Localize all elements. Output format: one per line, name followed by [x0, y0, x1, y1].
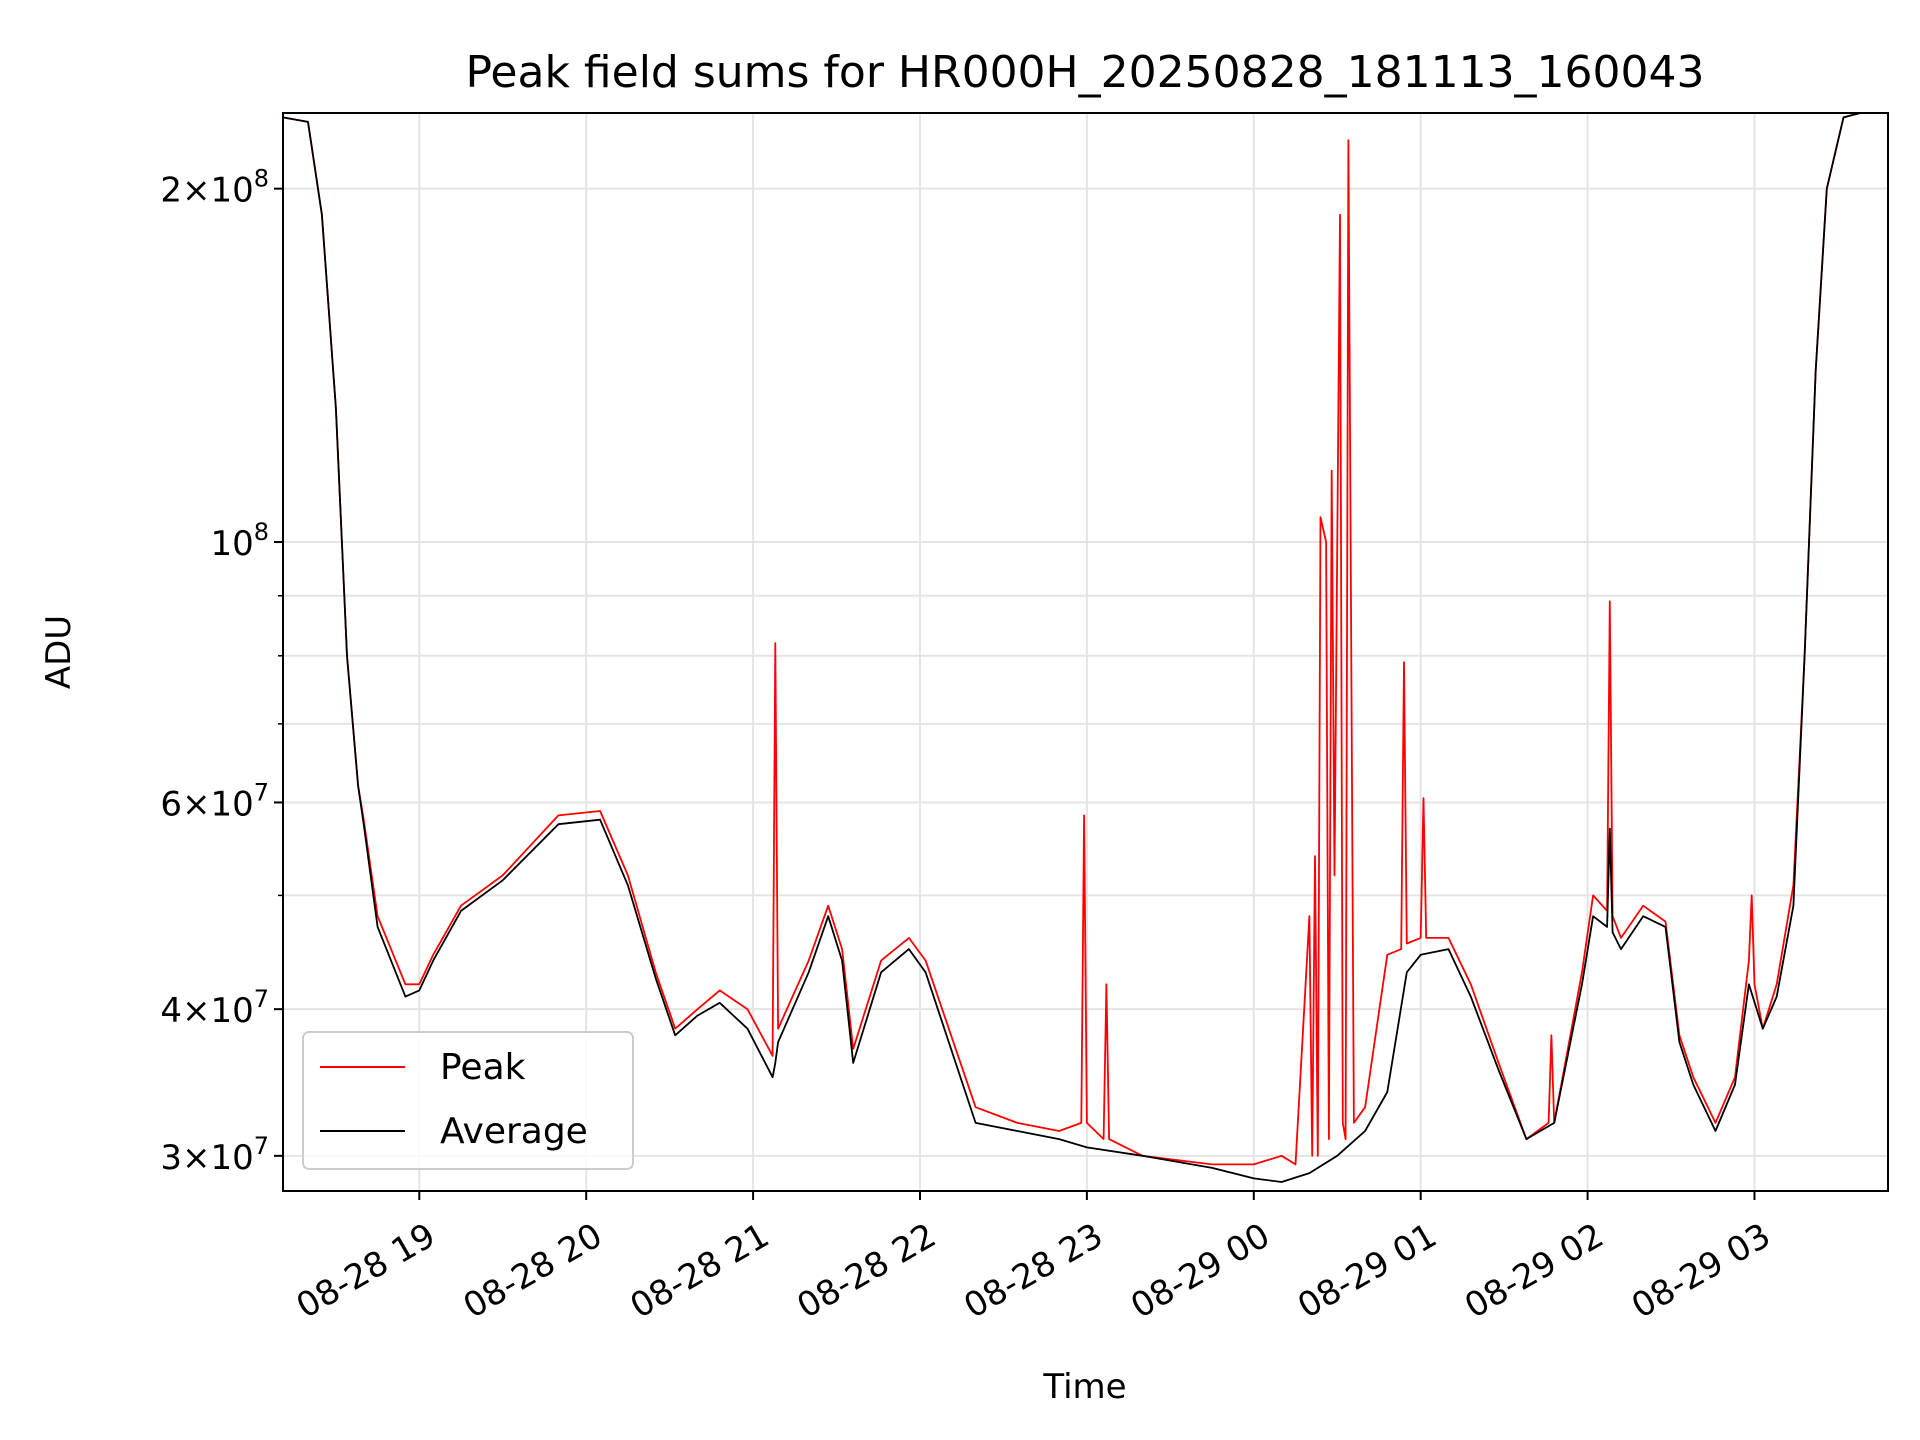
- x-axis: 08-28 19 08-28 20 08-28 21 08-28 22 08-28 23…: [290, 1191, 1777, 1327]
- y-tick-label: 6×107: [160, 778, 269, 824]
- y-tick-label: 2×108: [160, 165, 269, 211]
- y-axis-label: ADU: [39, 615, 79, 689]
- x-tick-label: 08-28 23: [957, 1216, 1109, 1327]
- x-tick-label: 08-28 19: [290, 1216, 442, 1327]
- y-tick-label: 4×107: [160, 985, 269, 1031]
- y-tick-label: 108: [210, 518, 269, 564]
- y-tick-exponent: 7: [254, 1132, 269, 1160]
- y-tick-exponent: 8: [254, 518, 269, 546]
- chart-title: Peak field sums for HR000H_20250828_1811…: [465, 47, 1704, 98]
- y-tick-exponent: 8: [254, 165, 269, 193]
- legend-label: Peak: [440, 1047, 526, 1088]
- y-tick-base: 2×10: [160, 171, 253, 211]
- series-layer: [282, 112, 1888, 1183]
- x-tick-label: 08-29 03: [1625, 1216, 1777, 1327]
- x-tick-label: 08-28 20: [457, 1216, 609, 1327]
- x-tick-label: 08-29 02: [1458, 1216, 1610, 1327]
- x-tick-label: 08-28 21: [624, 1216, 776, 1327]
- x-tick-label: 08-29 00: [1124, 1216, 1276, 1327]
- series-line-peak: [282, 112, 1888, 1166]
- y-tick-base: 3×10: [160, 1138, 253, 1178]
- y-tick-base: 10: [210, 524, 253, 564]
- y-tick-exponent: 7: [254, 778, 269, 806]
- plot-frame: [282, 112, 1889, 1192]
- y-tick-base: 4×10: [160, 991, 253, 1031]
- y-tick-base: 6×10: [160, 784, 253, 824]
- legend: Peak Average: [302, 1031, 634, 1170]
- x-tick-label: 08-28 22: [790, 1216, 942, 1327]
- x-axis-label: Time: [1042, 1367, 1126, 1407]
- y-tick-exponent: 7: [254, 985, 269, 1013]
- legend-label: Average: [440, 1111, 588, 1152]
- x-tick-label: 08-29 01: [1291, 1216, 1443, 1327]
- series-line-average: [282, 112, 1888, 1183]
- y-tick-label: 3×107: [160, 1132, 269, 1178]
